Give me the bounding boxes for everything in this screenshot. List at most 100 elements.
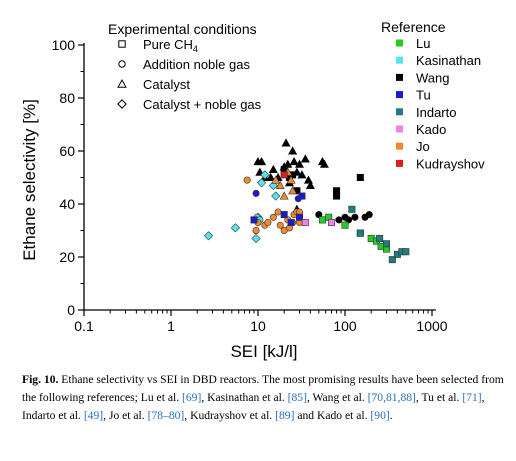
data-point-wang-triangle bbox=[294, 159, 305, 168]
data-point-indarto-square bbox=[356, 229, 364, 237]
data-point-jo-triangle bbox=[286, 175, 296, 184]
data-point-wang-triangle bbox=[300, 154, 310, 163]
data-point-wang-triangle bbox=[319, 159, 329, 168]
data-point-tu-square bbox=[287, 219, 295, 227]
caption-reference-link[interactable]: [69] bbox=[182, 391, 202, 404]
data-point-kasinathan-diamond bbox=[268, 180, 278, 191]
caption-text: , Jo et al. bbox=[103, 409, 148, 422]
caption-text: , Kasinathan et al. bbox=[201, 391, 288, 404]
data-point-kasinathan-diamond bbox=[257, 178, 267, 188]
data-point-tu-square bbox=[296, 213, 304, 221]
y-axis-label: Ethane selectivity [%] bbox=[20, 99, 39, 261]
legend-swatch bbox=[396, 125, 403, 133]
caption-reference-link[interactable]: [85] bbox=[287, 391, 307, 404]
legend-condition-label: Catalyst + noble gas bbox=[143, 97, 262, 112]
data-point-wang-triangle bbox=[266, 172, 276, 181]
data-point-lu-square bbox=[341, 221, 349, 229]
y-tick-label: 80 bbox=[59, 90, 75, 106]
data-point-kado-square bbox=[328, 219, 336, 227]
x-axis-label: SEI [kJ/l] bbox=[230, 342, 297, 361]
data-point-wang-square bbox=[356, 174, 364, 182]
data-point-tu-square bbox=[280, 211, 288, 219]
data-point-jo-triangle bbox=[279, 191, 289, 200]
data-point-jo-triangle bbox=[275, 180, 285, 189]
legend-swatch bbox=[396, 39, 403, 47]
caption-text: , Kudrayshov et al. bbox=[184, 409, 276, 422]
legend-reference-label: Kudrayshov bbox=[416, 156, 485, 171]
data-point-tu-circle bbox=[252, 189, 260, 197]
data-point-kado-square bbox=[301, 219, 309, 227]
data-point-wang-circle bbox=[351, 213, 359, 221]
data-point-jo-triangle bbox=[271, 175, 281, 184]
data-points bbox=[203, 138, 410, 264]
caption-reference-link[interactable]: [78–80] bbox=[147, 409, 185, 422]
caption-text: , Tu et al. bbox=[415, 391, 463, 404]
caption-label: Fig. 10. bbox=[22, 373, 59, 386]
legend-reference-label: Wang bbox=[416, 70, 449, 85]
data-point-jo-circle bbox=[264, 219, 272, 227]
figure-caption: Fig. 10. Ethane selectivity vs SEI in DB… bbox=[22, 371, 506, 425]
data-point-indarto-square bbox=[376, 234, 384, 242]
data-point-indarto-square bbox=[388, 256, 396, 264]
legend-conditions-title: Experimental conditions bbox=[108, 21, 257, 37]
data-point-indarto-square bbox=[383, 240, 391, 248]
legend-reference-label: Lu bbox=[416, 36, 430, 51]
y-tick-label: 60 bbox=[59, 143, 75, 159]
data-point-kasinathan-diamond bbox=[251, 233, 261, 244]
data-point-kasinathan-diamond bbox=[203, 231, 214, 241]
data-point-wang-circle bbox=[345, 216, 353, 224]
legend-reference-label: Jo bbox=[416, 139, 430, 154]
data-point-jo-circle bbox=[269, 213, 277, 221]
data-point-wang-triangle bbox=[289, 156, 299, 166]
legend-swatch bbox=[396, 142, 403, 150]
data-point-jo-triangle bbox=[288, 186, 298, 195]
x-tick-label: 100 bbox=[333, 318, 357, 334]
caption-reference-link[interactable]: [49] bbox=[83, 409, 104, 422]
ethane-selectivity-chart: 0.1 1 10 100 1000 0 20 40 60 80 100 Experimental c… bbox=[20, 19, 485, 361]
data-point-tu-circle bbox=[294, 195, 302, 203]
caption-text: , Wang et al. bbox=[306, 391, 368, 404]
caption-reference-link[interactable]: [71] bbox=[462, 391, 482, 404]
legend-swatch bbox=[396, 91, 403, 99]
data-point-wang-square bbox=[333, 192, 341, 200]
legend-reference-label: Indarto bbox=[416, 105, 456, 120]
data-point-kudrayshov-square bbox=[280, 171, 288, 179]
square-marker-icon bbox=[118, 40, 126, 48]
caption-text: Ethane selectivity vs SEI in DBD reactor… bbox=[22, 373, 504, 404]
data-point-wang-triangle bbox=[268, 164, 278, 174]
data-point-wang-triangle bbox=[297, 170, 307, 179]
legend-swatch bbox=[396, 159, 403, 167]
circle-marker-icon bbox=[118, 60, 126, 68]
data-point-wang-triangle bbox=[288, 146, 298, 155]
data-point-tu-square bbox=[250, 216, 258, 224]
x-tick-label: 0.1 bbox=[74, 318, 94, 334]
data-point-kasinathan-diamond bbox=[260, 170, 270, 180]
data-point-kasinathan-diamond bbox=[271, 191, 281, 201]
legend-reference-label: Tu bbox=[416, 88, 431, 103]
data-point-wang-triangle bbox=[305, 180, 315, 189]
caption-text: and Kado et al. bbox=[294, 409, 371, 422]
x-tick-label: 1 bbox=[167, 318, 175, 334]
legend-reference-label: Kado bbox=[416, 122, 446, 137]
legend-swatch bbox=[396, 56, 403, 64]
caption-reference-link[interactable]: [70,81,88] bbox=[367, 391, 416, 404]
data-point-indarto-square bbox=[402, 248, 410, 256]
y-tick-label: 40 bbox=[59, 196, 75, 212]
caption-reference-link[interactable]: [89] bbox=[275, 409, 295, 422]
legend-reference-label: Kasinathan bbox=[416, 53, 481, 68]
caption-text: . bbox=[389, 409, 393, 422]
caption-reference-link[interactable]: [90] bbox=[370, 409, 390, 422]
axes: 0.1 1 10 100 1000 0 20 40 60 80 100 bbox=[52, 37, 448, 334]
data-point-wang-triangle bbox=[281, 138, 291, 147]
data-point-jo-circle bbox=[243, 176, 251, 184]
data-point-kasinathan-diamond bbox=[230, 223, 240, 233]
y-tick-label: 0 bbox=[67, 302, 75, 318]
data-point-lu-square bbox=[318, 216, 326, 224]
data-point-wang-triangle bbox=[257, 156, 267, 166]
data-point-wang-circle bbox=[335, 216, 343, 224]
legend-condition-label: Catalyst bbox=[143, 77, 190, 92]
data-point-wang-circle bbox=[315, 211, 323, 219]
legend-condition-label: Addition noble gas bbox=[143, 57, 250, 72]
legend-swatch bbox=[396, 73, 403, 81]
